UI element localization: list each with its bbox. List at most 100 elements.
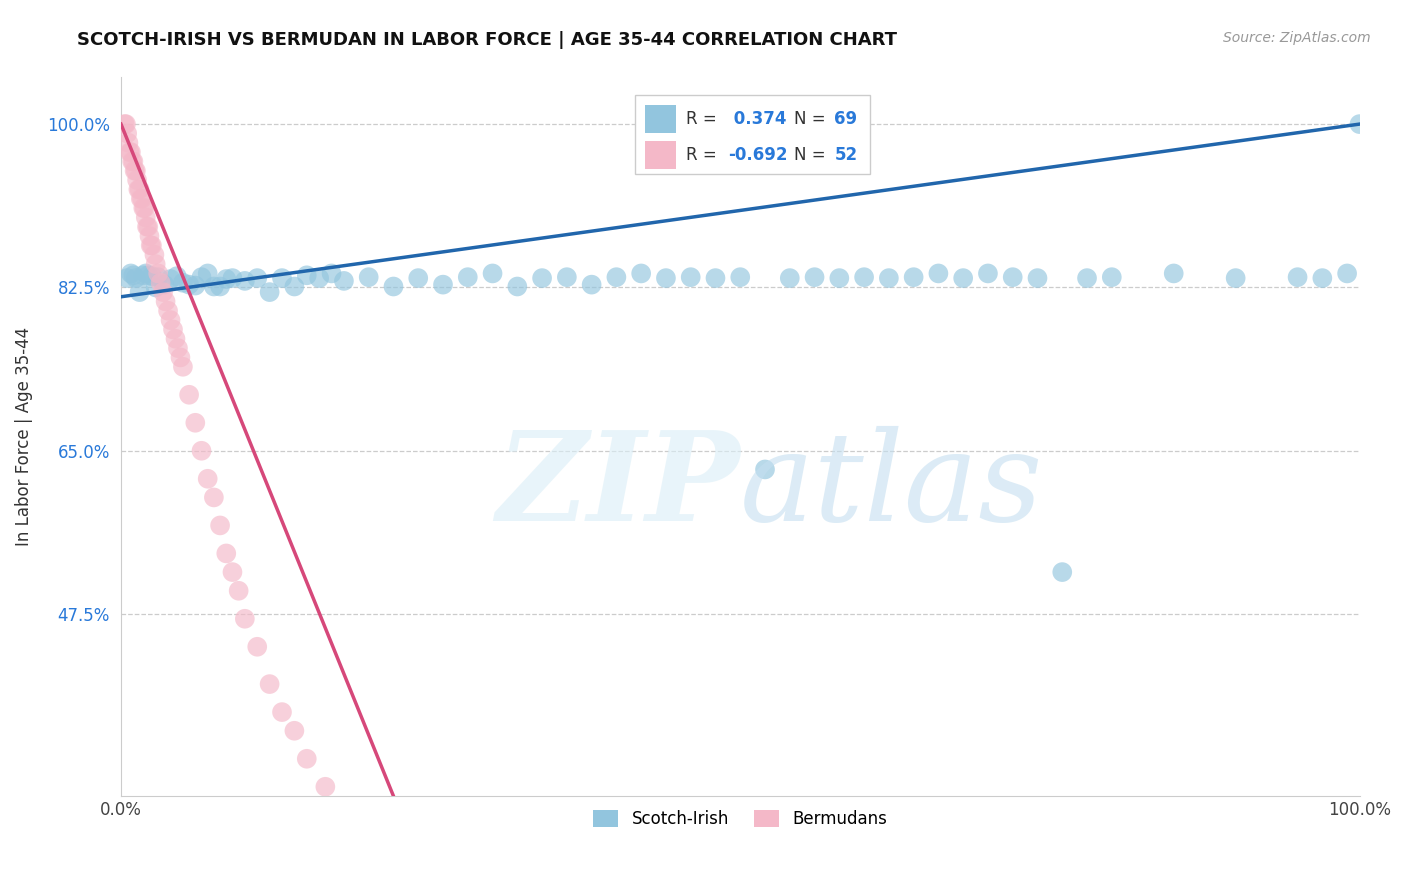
Point bbox=[259, 285, 281, 299]
Point bbox=[630, 267, 652, 281]
Point bbox=[166, 269, 188, 284]
Point bbox=[122, 268, 145, 283]
Point bbox=[803, 270, 825, 285]
Point bbox=[121, 154, 143, 169]
Point bbox=[246, 640, 269, 654]
Point bbox=[132, 268, 155, 283]
Text: 69: 69 bbox=[834, 110, 858, 128]
Point bbox=[457, 270, 479, 285]
Text: N =: N = bbox=[793, 110, 831, 128]
Point bbox=[308, 271, 330, 285]
Point bbox=[1312, 271, 1334, 285]
Point bbox=[136, 219, 159, 234]
Point bbox=[155, 294, 177, 309]
Point bbox=[221, 271, 243, 285]
Point bbox=[127, 182, 149, 196]
Point bbox=[135, 211, 157, 225]
Point bbox=[202, 279, 225, 293]
Point bbox=[145, 280, 167, 294]
Point bbox=[853, 270, 876, 285]
Point bbox=[184, 278, 207, 293]
Point bbox=[779, 271, 801, 285]
Point bbox=[283, 279, 305, 293]
Point bbox=[136, 268, 159, 283]
Point bbox=[679, 270, 702, 285]
Point bbox=[531, 271, 554, 285]
FancyBboxPatch shape bbox=[645, 142, 676, 169]
Point bbox=[179, 277, 201, 292]
Point bbox=[704, 271, 727, 285]
Point bbox=[152, 285, 174, 299]
Point bbox=[233, 612, 256, 626]
Text: N =: N = bbox=[793, 146, 831, 164]
Point bbox=[555, 270, 578, 285]
Point bbox=[1026, 271, 1049, 285]
Point bbox=[877, 271, 900, 285]
FancyBboxPatch shape bbox=[636, 95, 870, 175]
Point bbox=[131, 192, 153, 206]
Point bbox=[125, 271, 148, 285]
Point bbox=[202, 491, 225, 505]
Point bbox=[209, 279, 232, 293]
Point bbox=[135, 267, 157, 281]
Point bbox=[197, 267, 219, 281]
Point bbox=[115, 117, 138, 131]
Point bbox=[172, 276, 194, 290]
Point bbox=[271, 705, 294, 719]
Point bbox=[728, 270, 751, 285]
Text: 52: 52 bbox=[834, 146, 858, 164]
Point bbox=[169, 351, 191, 365]
Point bbox=[228, 583, 250, 598]
Legend: Scotch-Irish, Bermudans: Scotch-Irish, Bermudans bbox=[586, 803, 894, 835]
Point bbox=[209, 518, 232, 533]
Point bbox=[1052, 565, 1074, 579]
Point bbox=[159, 272, 181, 286]
Point bbox=[605, 270, 627, 285]
Point bbox=[1336, 267, 1358, 281]
Point bbox=[1163, 267, 1185, 281]
Point bbox=[283, 723, 305, 738]
Point bbox=[138, 229, 160, 244]
Point bbox=[215, 546, 238, 560]
Point bbox=[357, 270, 380, 285]
Point bbox=[295, 268, 318, 283]
Point bbox=[122, 154, 145, 169]
Point bbox=[1286, 270, 1309, 285]
Point bbox=[184, 416, 207, 430]
Point bbox=[172, 359, 194, 374]
Point bbox=[333, 274, 356, 288]
Point bbox=[221, 565, 243, 579]
Point bbox=[145, 257, 167, 271]
Point bbox=[271, 271, 294, 285]
Point bbox=[128, 182, 150, 196]
Point bbox=[382, 279, 405, 293]
Point bbox=[406, 271, 429, 285]
Point bbox=[159, 313, 181, 327]
Text: -0.692: -0.692 bbox=[728, 146, 787, 164]
Point bbox=[903, 270, 925, 285]
Point bbox=[118, 145, 141, 160]
Point bbox=[114, 117, 136, 131]
Point bbox=[295, 752, 318, 766]
Point bbox=[259, 677, 281, 691]
Point bbox=[314, 780, 336, 794]
Point bbox=[1101, 270, 1123, 285]
Point bbox=[190, 443, 212, 458]
Point bbox=[141, 269, 163, 284]
Point bbox=[655, 271, 678, 285]
Point bbox=[1225, 271, 1247, 285]
Point bbox=[136, 219, 159, 234]
Point bbox=[120, 145, 142, 160]
Point bbox=[215, 272, 238, 286]
Point bbox=[828, 271, 851, 285]
Point bbox=[162, 322, 184, 336]
Point bbox=[120, 267, 142, 281]
Point bbox=[246, 271, 269, 285]
Point bbox=[190, 270, 212, 285]
Point bbox=[134, 201, 156, 215]
Text: Source: ZipAtlas.com: Source: ZipAtlas.com bbox=[1223, 31, 1371, 45]
Point bbox=[125, 163, 148, 178]
Point bbox=[754, 462, 776, 476]
Point bbox=[132, 201, 155, 215]
Point bbox=[321, 267, 343, 281]
